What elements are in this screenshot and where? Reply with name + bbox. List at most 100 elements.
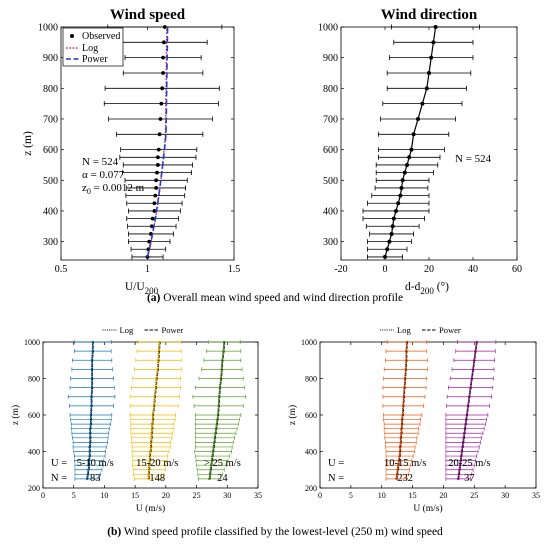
y-tick-label: 600 [43, 145, 58, 156]
group-power-fit [458, 341, 478, 479]
y-tick-label: 400 [28, 447, 40, 456]
group-range-label: 15-20 m/s [136, 458, 178, 469]
y-axis-label: z (m) [22, 131, 34, 156]
x-tick-label: 20 [439, 491, 447, 500]
group-point [89, 431, 92, 435]
y-tick-label: 500 [323, 176, 338, 187]
x-tick-label: 15 [409, 491, 417, 500]
observed-point [161, 55, 165, 60]
y-tick-label: 1000 [38, 23, 58, 34]
direction-point [405, 162, 409, 167]
group-log-fit [395, 341, 407, 479]
x-tick-label: 20 [162, 491, 170, 500]
x-tick-label: 0 [41, 491, 45, 500]
x-tick-label: 30 [501, 491, 509, 500]
legend-marker-observed [70, 34, 74, 38]
direction-point [383, 254, 387, 259]
x-axis-label: U/U200 [125, 281, 159, 296]
observed-point [150, 216, 155, 221]
group-range-label: > 25 m/s [204, 458, 241, 469]
x-axis-label: U (m/s) [413, 503, 442, 514]
group-range-label: 20-25 m/s [448, 458, 490, 469]
group-range-label: 10-15 m/s [384, 458, 426, 469]
annotation-n: N = 524 [455, 153, 492, 165]
y-tick-label: 700 [43, 114, 58, 125]
row-label-u: U = [51, 458, 67, 469]
power-fit-line [146, 26, 169, 258]
direction-point [390, 224, 395, 229]
group-power-fit [396, 341, 408, 479]
y-tick-label: 1000 [318, 23, 338, 34]
y-tick-label: 200 [305, 484, 317, 493]
legend-label-power: Power [162, 325, 184, 335]
direction-point [400, 178, 405, 183]
direction-point [394, 208, 398, 213]
x-axis-label-unit: (°) [434, 281, 449, 293]
y-tick-label: 700 [323, 114, 338, 125]
group-count-label: 37 [464, 473, 475, 484]
y-tick-label: 400 [43, 206, 58, 217]
direction-point [399, 185, 404, 190]
y-tick-label: 600 [323, 145, 338, 156]
plot-frame [340, 26, 518, 261]
legend-label-log: Log [397, 325, 411, 335]
caption-a-text: Overall mean wind speed and wind directi… [160, 292, 404, 304]
group-log-fit [208, 341, 224, 479]
observed-point [153, 193, 158, 198]
wind-speed-panel: 0.5 1 1.5 300 400 500 600 700 800 900 1000 Wind spe… [22, 7, 240, 296]
x-tick-label: 10 [100, 491, 108, 500]
legend-label-power: Power [82, 54, 108, 65]
group-count-label: 83 [90, 473, 101, 484]
x-axis-label: d-d200 (°) [405, 281, 449, 296]
annotation-z0-subscript: 0 [87, 187, 91, 196]
observed-point [149, 224, 154, 229]
group-power-fit [87, 342, 94, 479]
annotation-z0: z0 = 0.0012 m [82, 182, 145, 196]
group-power-fit [149, 341, 161, 479]
observed-point [162, 40, 166, 45]
x-axis-label-subscript: 200 [420, 286, 434, 296]
x-tick-label: 30 [223, 491, 231, 500]
x-tick-label: 25 [470, 491, 478, 500]
group-range-label: 5-10 m/s [77, 458, 114, 469]
y-tick-label: 1000 [24, 338, 40, 347]
x-axis-label-main: U/U [125, 281, 146, 293]
observed-point [161, 71, 165, 75]
observed-point [160, 86, 165, 91]
group-point [157, 349, 161, 353]
x-tick-label: 1 [145, 264, 150, 275]
direction-point [398, 193, 403, 198]
y-tick-label: 500 [43, 176, 58, 187]
y-tick-label: 800 [43, 84, 58, 95]
legend-label-log: Log [82, 43, 98, 54]
caption-b: (b) Wind speed profile classified by the… [0, 526, 550, 538]
direction-point [402, 170, 407, 175]
y-tick-label: 400 [323, 206, 338, 217]
group-count-label: 24 [217, 473, 228, 484]
observed-point [154, 178, 159, 183]
y-axis-label: z (m) [10, 405, 21, 425]
observed-point [157, 132, 162, 137]
observed-point [155, 155, 160, 160]
y-tick-label: 400 [305, 447, 317, 456]
direction-point [396, 201, 401, 206]
x-tick-label: 35 [532, 491, 540, 500]
legend-label-log: Log [120, 325, 134, 335]
y-tick-label: 1000 [301, 338, 317, 347]
annotation-z0-value: = 0.0012 m [91, 182, 145, 194]
row-label-n: N = [328, 473, 344, 484]
observed-point [154, 186, 159, 190]
x-tick-label: 15 [131, 491, 139, 500]
direction-point [427, 70, 431, 75]
group-power-fit [209, 341, 226, 479]
chart-title: Wind speed [110, 7, 186, 23]
legend-label-observed: Observed [82, 31, 120, 42]
y-tick-label: 300 [323, 237, 338, 248]
group-count-label: 148 [149, 473, 165, 484]
x-tick-label: 40 [468, 264, 478, 275]
caption-a-letter: (a) [146, 292, 161, 304]
caption-b-text: Wind speed profile classified by the low… [121, 526, 443, 538]
observed-point [159, 101, 164, 106]
chart-title: Wind direction [381, 7, 478, 23]
